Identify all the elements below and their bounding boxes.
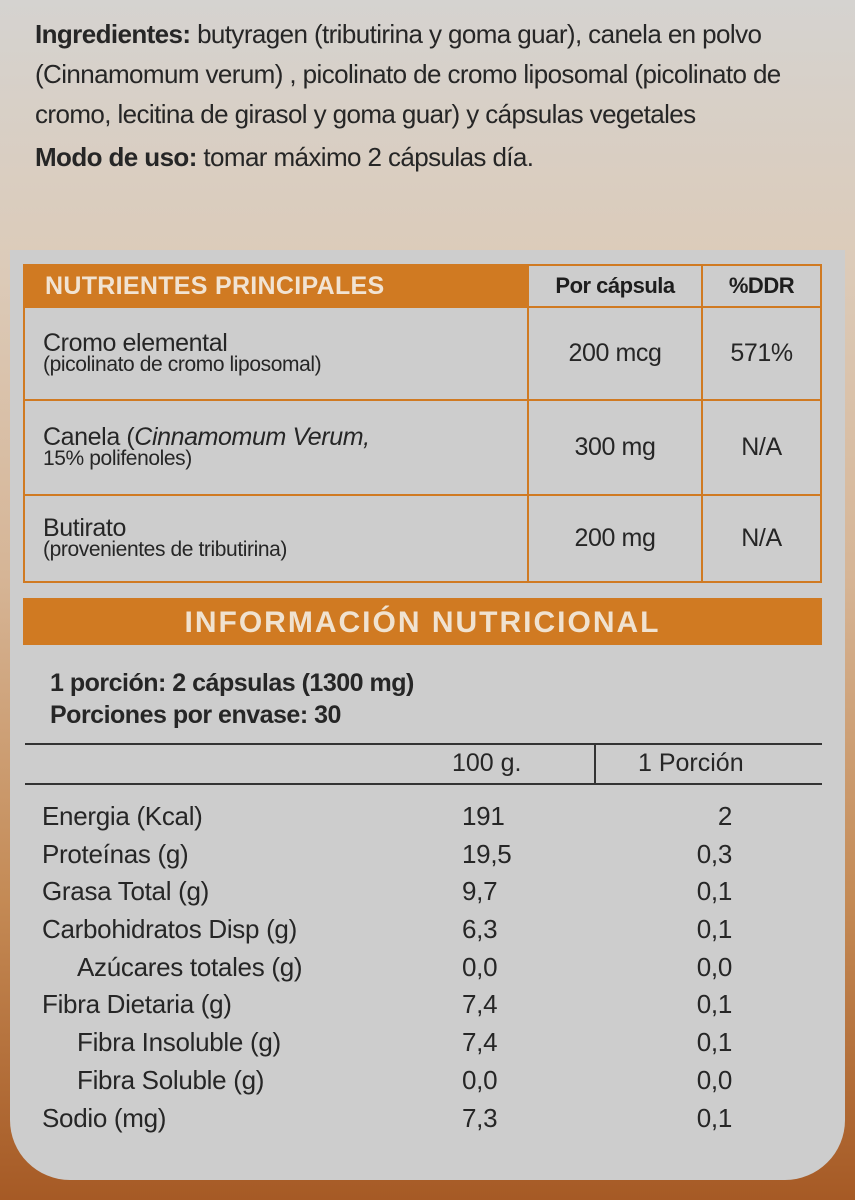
nutrient-label: Fibra Insoluble (g): [77, 1027, 281, 1058]
nutrient-label: Fibra Soluble (g): [77, 1064, 265, 1095]
value-portion: 0,1: [696, 1027, 733, 1058]
ddr-value: 571%: [701, 306, 822, 401]
header-portion: 1 Porción: [638, 749, 744, 777]
intro-text: Ingredientes: butyragen (tributirina y g…: [35, 14, 835, 177]
value-100g: 7,3: [462, 1102, 498, 1133]
nutrient-label: Carbohidratos Disp (g): [42, 914, 297, 945]
value-100g: 191: [462, 801, 505, 831]
nutrition-row: Azúcares totales (g) 0,0 0,0: [25, 946, 822, 984]
nutrient-name: Cromo elemental (picolinato de cromo lipo…: [23, 306, 529, 401]
servings-per-container: Porciones por envase: 30: [50, 701, 341, 729]
nutrient-label: Fibra Dietaria (g): [42, 989, 232, 1020]
header-per-capsule: Por cápsula: [527, 264, 703, 308]
value-portion: 0,3: [696, 838, 733, 869]
nutrient-label: Proteínas (g): [42, 838, 189, 869]
nutrition-banner: INFORMACIÓN NUTRICIONAL: [23, 598, 822, 645]
per-capsule-value: 200 mcg: [527, 306, 703, 401]
per-capsule-value: 300 mg: [527, 399, 703, 496]
nutrient-title: Cromo elemental: [43, 328, 228, 357]
value-100g: 6,3: [462, 914, 498, 945]
value-100g: 0,0: [462, 1064, 498, 1095]
nutrition-row: Energia (Kcal) 191 2: [25, 795, 822, 833]
value-100g: 0,0: [462, 951, 498, 982]
portion-size: 1 porción: 2 cápsulas (1300 mg): [50, 669, 414, 697]
nutrient-label: Grasa Total (g): [42, 876, 209, 907]
nutrient-name: Canela (Cinnamomum Verum, 15% polifenoles…: [23, 399, 529, 496]
value-portion: 0,1: [696, 989, 733, 1020]
value-100g: 7,4: [462, 1027, 498, 1058]
column-divider: [594, 745, 596, 783]
nutrition-table-header: 100 g. 1 Porción: [25, 743, 822, 785]
nutrient-name: Butirato (provenientes de tributirina): [23, 494, 529, 583]
value-portion: 0,1: [696, 876, 733, 907]
value-100g: 19,5: [462, 838, 512, 869]
nutrition-row: Grasa Total (g) 9,7 0,1: [25, 870, 822, 908]
ingredients: Ingredientes: butyragen (tributirina y g…: [35, 19, 781, 129]
ddr-value: N/A: [701, 494, 822, 583]
value-100g: 7,4: [462, 989, 498, 1020]
nutrient-source: 15% polifenoles): [43, 446, 192, 470]
nutrient-label: Sodio (mg): [42, 1102, 167, 1133]
header-ddr: %DDR: [701, 264, 822, 308]
value-portion: 0,0: [696, 951, 733, 982]
value-portion: 0,1: [696, 1102, 733, 1133]
nutrition-row: Carbohidratos Disp (g) 6,3 0,1: [25, 908, 822, 946]
nutrient-title: Butirato: [43, 513, 126, 542]
header-nutrients: NUTRIENTES PRINCIPALES: [23, 264, 529, 308]
value-portion: 0,0: [696, 1064, 733, 1095]
nutrient-latin: Cinnamomum Verum,: [134, 422, 370, 451]
portion-info: 1 porción: 2 cápsulas (1300 mg) Porcione…: [50, 667, 414, 731]
nutrient-title: Canela (: [43, 422, 135, 451]
nutrition-row: Proteínas (g) 19,5 0,3: [25, 833, 822, 871]
nutrition-table: 100 g. 1 Porción Energia (Kcal) 191 2 Pro…: [25, 743, 822, 1134]
value-portion: 0,1: [696, 914, 733, 945]
nutrition-row: Sodio (mg) 7,3 0,1: [25, 1097, 822, 1135]
table-row: Cromo elemental (picolinato de cromo lipo…: [23, 306, 822, 401]
value-100g: 9,7: [462, 876, 498, 907]
nutrient-source: (picolinato de cromo liposomal): [43, 352, 322, 376]
table-row: Canela (Cinnamomum Verum, 15% polifenoles…: [23, 399, 822, 496]
nutrition-row: Fibra Soluble (g) 0,0 0,0: [25, 1059, 822, 1097]
nutrient-label: Energia (Kcal): [42, 801, 203, 831]
nutrition-row: Fibra Dietaria (g) 7,4 0,1: [25, 983, 822, 1021]
ddr-value: N/A: [701, 399, 822, 496]
usage: Modo de uso: tomar máximo 2 cápsulas día…: [35, 142, 534, 172]
nutrient-label: Azúcares totales (g): [77, 951, 303, 982]
main-nutrients-table: NUTRIENTES PRINCIPALES Por cápsula %DDR …: [23, 264, 822, 583]
table-header: NUTRIENTES PRINCIPALES Por cápsula %DDR: [23, 264, 822, 308]
value-portion: 2: [717, 801, 732, 831]
nutrient-source: (provenientes de tributirina): [43, 537, 288, 561]
nutrition-row: Fibra Insoluble (g) 7,4 0,1: [25, 1021, 822, 1059]
table-row: Butirato (provenientes de tributirina) 20…: [23, 494, 822, 583]
per-capsule-value: 200 mg: [527, 494, 703, 583]
header-100g: 100 g.: [452, 749, 522, 777]
